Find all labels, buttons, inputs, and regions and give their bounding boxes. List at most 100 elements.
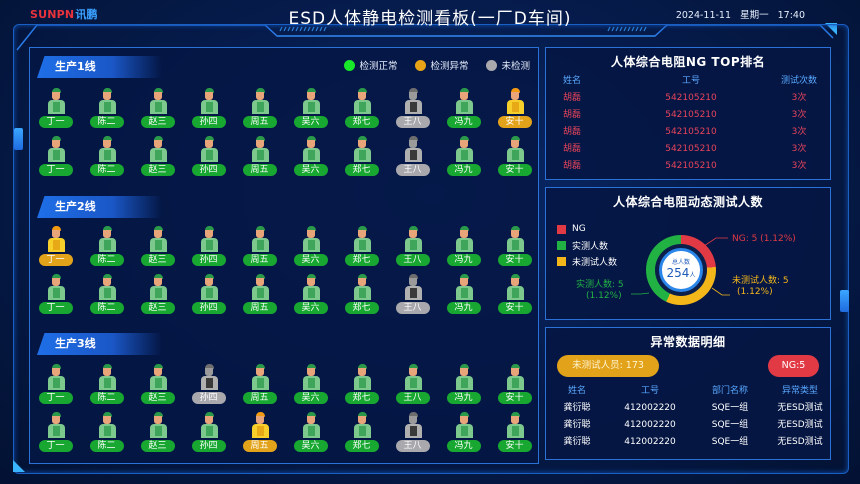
worker-icon <box>148 274 168 302</box>
worker-icon <box>97 226 117 254</box>
worker-card[interactable]: 陈二 <box>81 274 132 316</box>
worker-card[interactable]: 赵三 <box>132 136 183 178</box>
worker-card[interactable]: 王八 <box>387 364 438 406</box>
worker-icon <box>505 88 525 116</box>
worker-card[interactable]: 郑七 <box>336 412 387 454</box>
worker-card[interactable]: 陈二 <box>81 136 132 178</box>
untested-count-pill[interactable]: 未测试人员: 173 <box>557 355 659 377</box>
worker-card[interactable]: 冯九 <box>438 226 489 268</box>
right-side-tab <box>840 290 849 312</box>
worker-card[interactable]: 郑七 <box>336 274 387 316</box>
worker-card[interactable]: 孙四 <box>183 88 234 130</box>
worker-card[interactable]: 吴六 <box>285 226 336 268</box>
worker-name-tag: 陈二 <box>89 116 124 128</box>
worker-card[interactable]: 安十 <box>489 88 540 130</box>
table-row[interactable]: 胡磊 542105210 3次 <box>563 144 807 154</box>
worker-card[interactable]: 赵三 <box>132 226 183 268</box>
time: 17:40 <box>777 10 805 21</box>
worker-card[interactable]: 周五 <box>234 226 285 268</box>
worker-card[interactable]: 丁一 <box>30 412 81 454</box>
worker-card[interactable]: 吴六 <box>285 274 336 316</box>
worker-card[interactable]: 周五 <box>234 364 285 406</box>
worker-card[interactable]: 吴六 <box>285 88 336 130</box>
worker-card[interactable]: 郑七 <box>336 136 387 178</box>
worker-card[interactable]: 安十 <box>489 136 540 178</box>
ng-count-pill[interactable]: NG:5 <box>768 355 819 377</box>
legend-tested[interactable]: 实测人数 <box>557 237 617 253</box>
worker-card[interactable]: 安十 <box>489 226 540 268</box>
table-row[interactable]: 胡磊 542105210 3次 <box>563 110 807 120</box>
table-row[interactable]: 龚衍聪 412002220 SQE一组 无ESD测试 <box>563 420 823 430</box>
table-row[interactable]: 龚衍聪 412002220 SQE一组 无ESD测试 <box>563 437 823 447</box>
worker-card[interactable]: 冯九 <box>438 364 489 406</box>
worker-icon <box>352 88 372 116</box>
table-row[interactable]: 胡磊 542105210 3次 <box>563 127 807 137</box>
worker-card[interactable]: 安十 <box>489 364 540 406</box>
gray-dot-icon <box>486 59 498 71</box>
worker-card[interactable]: 周五 <box>234 136 285 178</box>
worker-card[interactable]: 王八 <box>387 136 438 178</box>
worker-name-tag: 吴六 <box>293 302 328 314</box>
worker-card[interactable]: 赵三 <box>132 412 183 454</box>
worker-name-tag: 赵三 <box>140 254 175 266</box>
worker-name-tag: 冯九 <box>446 116 481 128</box>
table-header: 姓名 工号 测试次数 <box>563 76 817 86</box>
worker-name-tag: 冯九 <box>446 164 481 176</box>
worker-icon <box>301 274 321 302</box>
legend-untested[interactable]: 未测试人数 <box>557 253 617 269</box>
worker-name-tag: 安十 <box>497 116 532 128</box>
worker-card[interactable]: 陈二 <box>81 412 132 454</box>
worker-card[interactable]: 周五 <box>234 412 285 454</box>
worker-card[interactable]: 冯九 <box>438 88 489 130</box>
worker-card[interactable]: 冯九 <box>438 412 489 454</box>
worker-card[interactable]: 丁一 <box>30 88 81 130</box>
worker-card[interactable]: 赵三 <box>132 88 183 130</box>
worker-card[interactable]: 赵三 <box>132 274 183 316</box>
worker-name-tag: 赵三 <box>140 302 175 314</box>
table-row[interactable]: 胡磊 542105210 3次 <box>563 161 807 171</box>
worker-card[interactable]: 王八 <box>387 88 438 130</box>
worker-card[interactable]: 陈二 <box>81 226 132 268</box>
worker-card[interactable]: 吴六 <box>285 136 336 178</box>
worker-card[interactable]: 郑七 <box>336 88 387 130</box>
worker-card[interactable]: 孙四 <box>183 274 234 316</box>
worker-card[interactable]: 丁一 <box>30 364 81 406</box>
worker-card[interactable]: 孙四 <box>183 136 234 178</box>
worker-card[interactable]: 安十 <box>489 274 540 316</box>
worker-card[interactable]: 安十 <box>489 412 540 454</box>
worker-card[interactable]: 丁一 <box>30 136 81 178</box>
worker-card[interactable]: 冯九 <box>438 136 489 178</box>
untested-annotation: 未测试人数: 5 (1.12%) <box>732 276 789 297</box>
worker-card[interactable]: 孙四 <box>183 412 234 454</box>
worker-card[interactable]: 郑七 <box>336 364 387 406</box>
worker-icon <box>148 364 168 392</box>
worker-card[interactable]: 周五 <box>234 274 285 316</box>
worker-card[interactable]: 周五 <box>234 88 285 130</box>
worker-icon <box>505 412 525 440</box>
worker-card[interactable]: 赵三 <box>132 364 183 406</box>
worker-name-tag: 丁一 <box>38 440 73 452</box>
worker-card[interactable]: 丁一 <box>30 274 81 316</box>
worker-card[interactable]: 王八 <box>387 412 438 454</box>
table-row[interactable]: 胡磊 542105210 3次 <box>563 93 807 103</box>
worker-card[interactable]: 孙四 <box>183 364 234 406</box>
table-row[interactable]: 龚衍聪 412002220 SQE一组 无ESD测试 <box>563 403 823 413</box>
worker-card[interactable]: 王八 <box>387 274 438 316</box>
worker-card[interactable]: 吴六 <box>285 364 336 406</box>
worker-card[interactable]: 孙四 <box>183 226 234 268</box>
worker-card[interactable]: 陈二 <box>81 364 132 406</box>
status-legend: 检测正常 检测异常 未检测 <box>344 58 530 72</box>
worker-card[interactable]: 郑七 <box>336 226 387 268</box>
legend-ng[interactable]: NG <box>557 221 617 237</box>
worker-card[interactable]: 吴六 <box>285 412 336 454</box>
worker-card[interactable]: 冯九 <box>438 274 489 316</box>
worker-icon <box>301 136 321 164</box>
donut-chart[interactable]: 总人数 254人 <box>646 235 716 305</box>
green-dot-icon <box>344 59 356 71</box>
worker-icon <box>454 364 474 392</box>
worker-card[interactable]: 王八 <box>387 226 438 268</box>
worker-name-tag: 周五 <box>242 254 277 266</box>
worker-icon <box>199 412 219 440</box>
worker-card[interactable]: 丁一 <box>30 226 81 268</box>
worker-card[interactable]: 陈二 <box>81 88 132 130</box>
